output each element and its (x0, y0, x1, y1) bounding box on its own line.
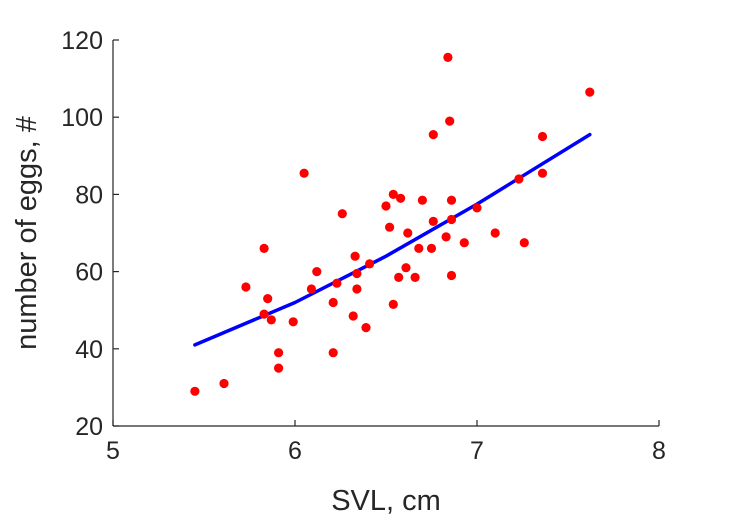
data-point (443, 52, 453, 63)
data-point (441, 232, 451, 242)
axes (112, 40, 659, 427)
data-point (332, 278, 342, 288)
data-point (514, 174, 524, 184)
data-point (299, 168, 309, 178)
data-point (388, 189, 398, 199)
data-point (394, 272, 404, 282)
data-point (365, 259, 375, 269)
x-tick-label: 5 (106, 437, 120, 465)
x-tick-label: 8 (652, 437, 666, 465)
data-point (445, 116, 455, 126)
ticks: 5 6 7 8 20 40 60 80 100 120 (61, 27, 666, 465)
data-point (361, 323, 371, 333)
data-point (259, 309, 269, 319)
y-axis-title: number of eggs, # (11, 116, 43, 350)
x-tick-label: 6 (288, 437, 302, 465)
data-point (428, 216, 438, 226)
data-point (472, 203, 482, 213)
y-tick-label: 20 (75, 413, 103, 441)
data-point (312, 267, 322, 277)
data-point (446, 195, 457, 205)
data-point (352, 268, 362, 279)
data-point (266, 315, 276, 325)
data-point (328, 297, 338, 308)
data-point (410, 272, 420, 282)
data-point (328, 348, 338, 358)
data-point (288, 317, 298, 327)
data-point (381, 201, 391, 211)
regression-line (193, 132, 592, 347)
data-point (428, 130, 438, 140)
data-point (219, 378, 229, 389)
data-point (348, 311, 358, 321)
data-point (388, 299, 398, 309)
data-point (414, 243, 424, 253)
data-point (446, 270, 457, 281)
data-point (459, 238, 469, 248)
data-point (585, 87, 595, 97)
data-point (401, 263, 411, 273)
data-point (490, 228, 500, 238)
data-point (537, 168, 548, 178)
x-axis-title: SVL, cm (331, 485, 441, 517)
data-point (306, 284, 316, 294)
data-point (426, 243, 437, 253)
data-point (274, 363, 284, 373)
data-points (190, 52, 595, 396)
y-tick-label: 100 (61, 104, 103, 132)
x-tick-label: 7 (470, 437, 484, 465)
y-tick-label: 120 (61, 27, 103, 55)
data-point (259, 243, 269, 253)
data-point (274, 348, 284, 358)
data-point (385, 222, 395, 232)
data-point (537, 131, 548, 142)
y-tick-label: 40 (75, 336, 103, 364)
y-tick-label: 60 (75, 259, 103, 287)
data-point (396, 193, 406, 203)
data-point (263, 294, 273, 304)
data-point (446, 214, 457, 225)
data-point (350, 251, 360, 261)
data-point (190, 386, 200, 396)
fit-line (193, 132, 592, 347)
data-point (417, 195, 427, 205)
y-tick-label: 80 (75, 181, 103, 209)
data-point (352, 284, 362, 294)
data-point (241, 282, 251, 292)
data-point (519, 238, 529, 248)
data-point (403, 228, 413, 238)
data-point (337, 209, 347, 219)
